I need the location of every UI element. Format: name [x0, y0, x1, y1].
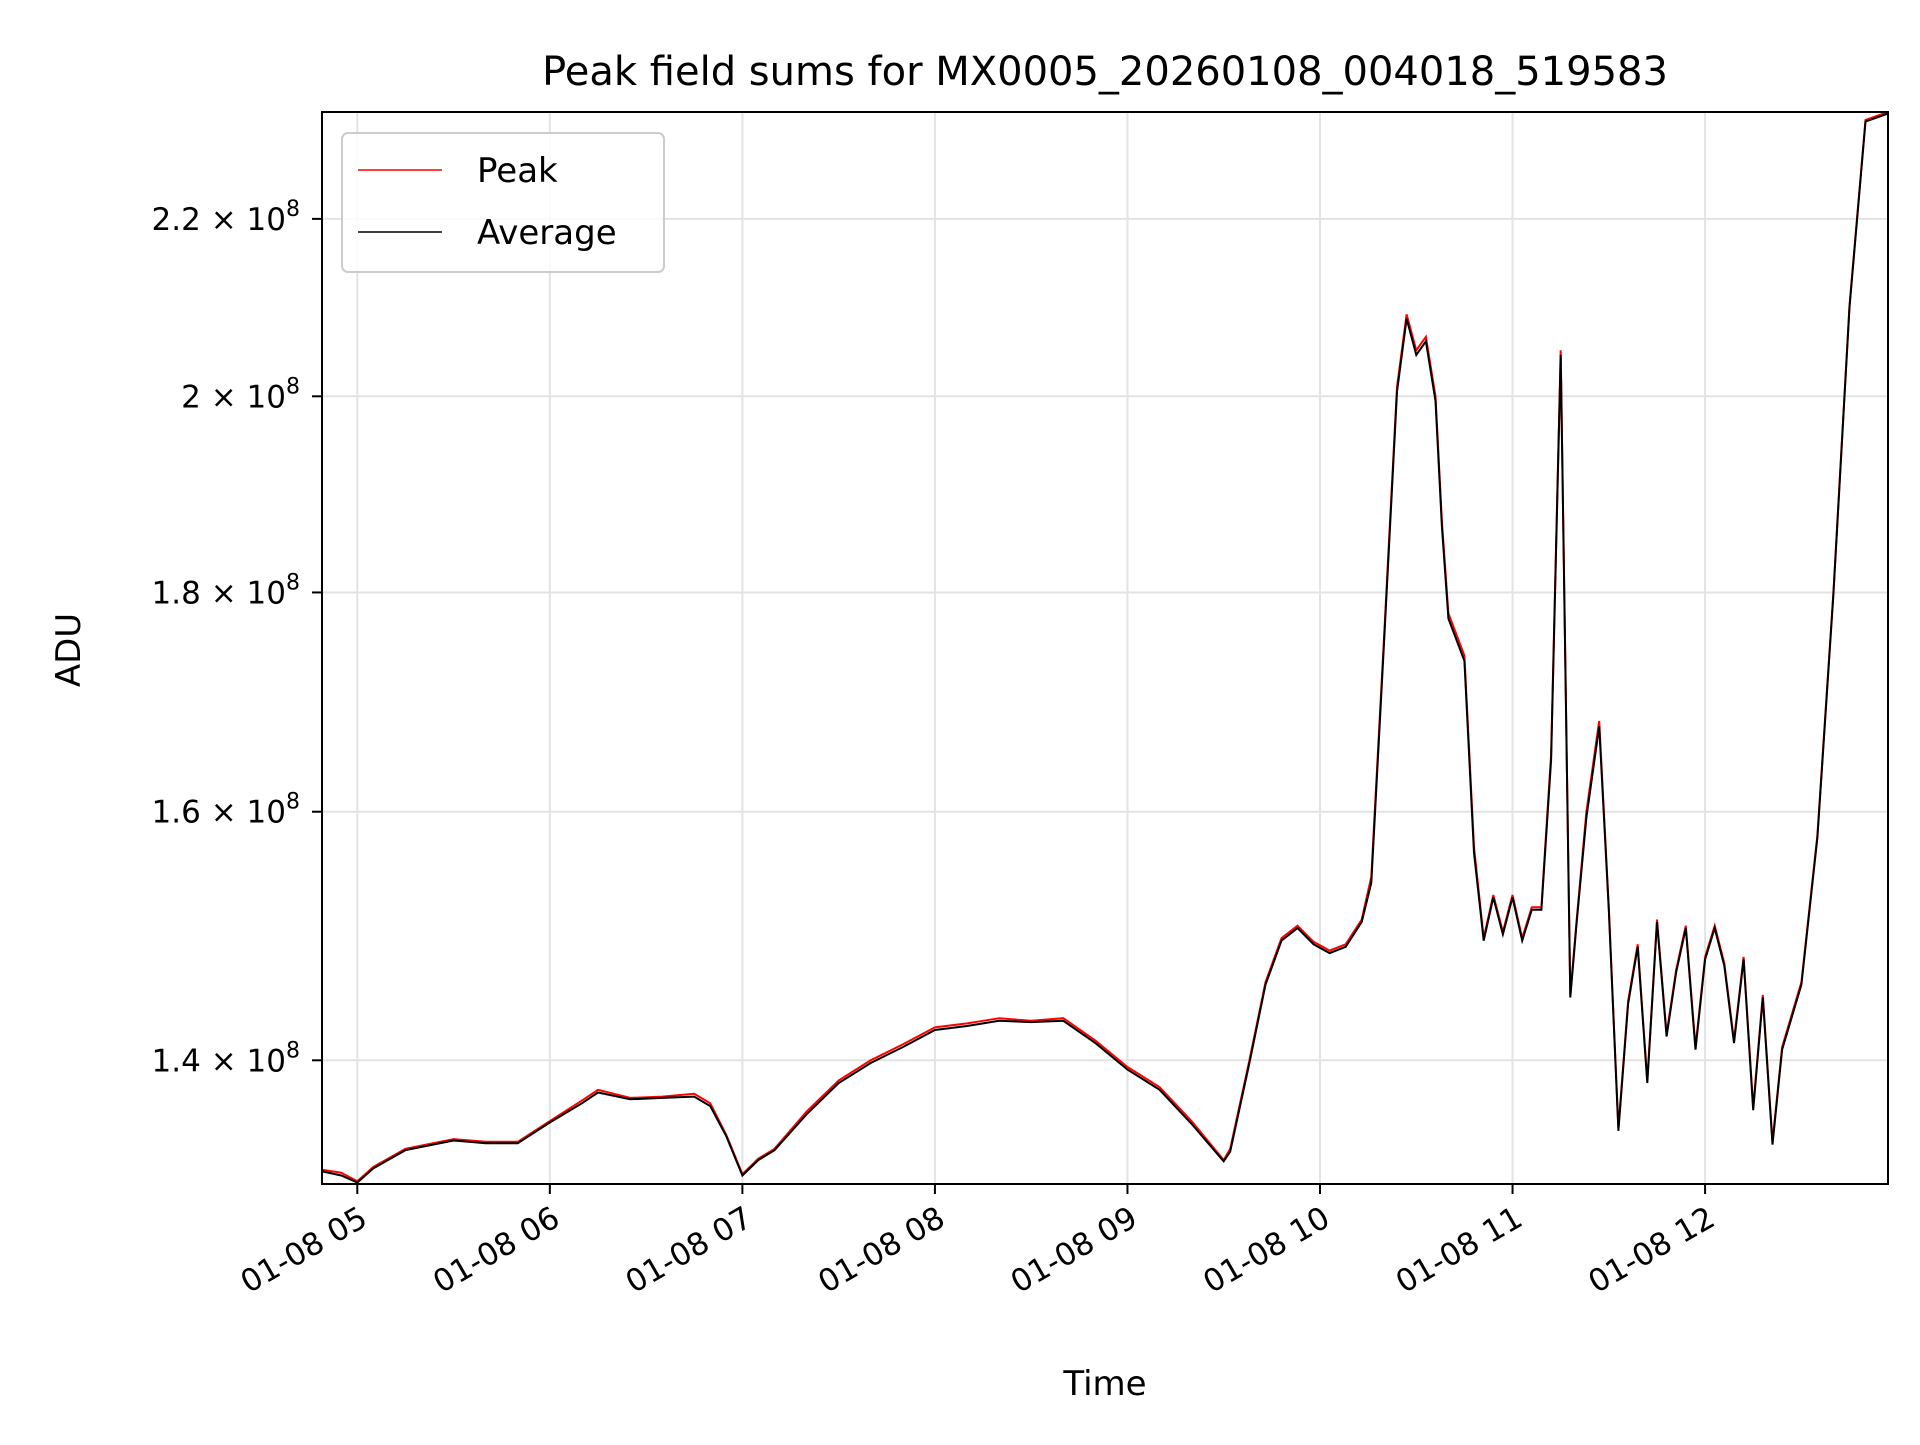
y-tick-exponent: 8 — [286, 374, 300, 399]
series-lines — [322, 112, 1888, 1184]
y-tick-exponent: 8 — [286, 570, 300, 595]
y-tick-times: × — [201, 795, 247, 831]
y-tick-label: 1.8 × 108 — [152, 570, 300, 611]
y-tick-base: 10 — [247, 202, 286, 238]
y-tick-mantissa: 2 — [181, 379, 201, 415]
grid-lines — [322, 112, 1888, 1184]
y-tick-mantissa: 1.8 — [152, 575, 201, 611]
y-tick-times: × — [201, 202, 247, 238]
legend: Peak Average — [341, 132, 665, 273]
x-axis-label: Time — [1062, 1364, 1146, 1404]
legend-box — [341, 132, 665, 273]
y-tick-label: 1.6 × 108 — [152, 790, 300, 831]
series-line-average — [322, 112, 1888, 1184]
chart-title: Peak field sums for MX0005_20260108_0040… — [542, 49, 1668, 95]
y-tick-base: 10 — [247, 1043, 286, 1079]
y-tick-mantissa: 1.6 — [152, 795, 201, 831]
y-tick-exponent: 8 — [286, 197, 300, 222]
y-tick-base: 10 — [247, 575, 286, 611]
y-tick-times: × — [201, 575, 247, 611]
y-tick-times: × — [201, 379, 247, 415]
y-tick-exponent: 8 — [286, 790, 300, 815]
y-tick-mantissa: 1.4 — [152, 1043, 201, 1079]
y-tick-times: × — [201, 1043, 247, 1079]
y-tick-label: 2 × 108 — [181, 374, 300, 415]
plot-frame — [321, 111, 1889, 1185]
y-tick-exponent: 8 — [286, 1038, 300, 1063]
y-tick-mantissa: 2.2 — [152, 202, 201, 238]
y-axis-label: ADU — [49, 613, 89, 687]
y-tick-label: 2.2 × 108 — [152, 197, 300, 238]
y-tick-base: 10 — [247, 795, 286, 831]
y-tick-label: 1.4 × 108 — [152, 1038, 300, 1079]
legend-label-average: Average — [477, 213, 617, 253]
legend-label-peak: Peak — [477, 151, 558, 191]
y-tick-base: 10 — [247, 379, 286, 415]
